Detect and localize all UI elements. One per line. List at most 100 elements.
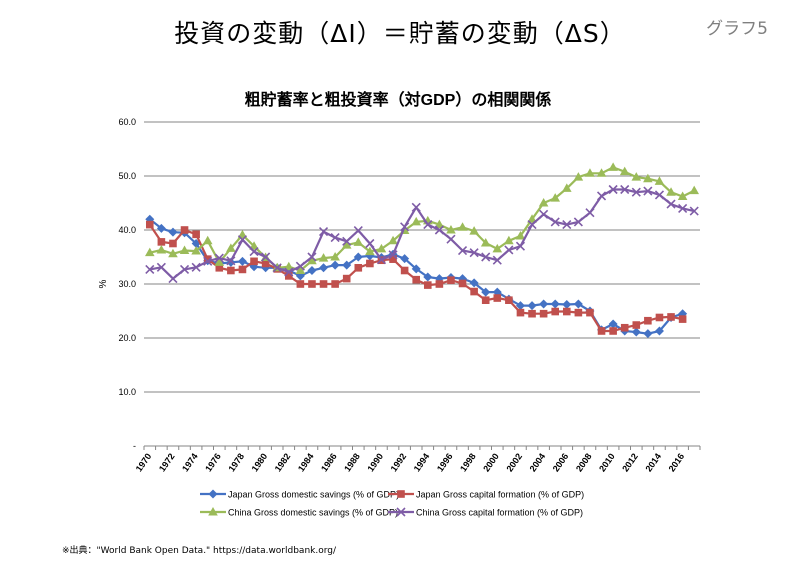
data-point (527, 301, 537, 311)
legend-label: China Gross domestic savings (% of GDP) (228, 508, 398, 518)
y-axis-ticks: - 10.0 20.0 30.0 40.0 50.0 60.0 (118, 117, 136, 451)
data-point (632, 321, 641, 329)
data-point (574, 308, 583, 317)
x-tick-label: 2014 (643, 451, 663, 473)
data-point (400, 266, 409, 275)
y-tick-label: 40.0 (118, 225, 136, 235)
chart-gridlines (144, 121, 700, 393)
legend-label: Japan Gross capital formation (% of GDP) (416, 490, 584, 500)
x-tick-label: 1994 (412, 451, 432, 473)
data-point (631, 187, 641, 197)
data-point (208, 489, 218, 499)
data-point (389, 255, 397, 263)
data-point (457, 222, 468, 231)
data-point (480, 237, 491, 247)
data-point (156, 244, 167, 254)
data-point (249, 241, 259, 250)
data-point (678, 203, 688, 213)
data-point (192, 230, 200, 239)
data-point (550, 217, 560, 227)
data-point (353, 237, 364, 246)
data-point (412, 275, 421, 284)
x-tick-label: 2002 (504, 451, 524, 473)
data-point (261, 259, 270, 268)
data-point (319, 280, 328, 288)
data-point (678, 315, 687, 323)
y-tick-label: - (133, 441, 136, 451)
x-tick-label: 1990 (365, 451, 385, 473)
data-point (144, 247, 155, 257)
data-point (168, 274, 178, 284)
data-point (330, 260, 340, 270)
data-point (504, 235, 514, 245)
data-point (411, 264, 421, 274)
data-point (191, 246, 201, 255)
data-point (504, 245, 514, 255)
data-point (551, 307, 560, 316)
data-point (423, 281, 432, 289)
data-point (458, 279, 467, 288)
data-point (423, 220, 433, 230)
data-point (145, 220, 154, 229)
y-tick-label: 50.0 (118, 171, 136, 181)
data-point (342, 236, 352, 246)
data-point (643, 173, 653, 183)
data-point (596, 168, 607, 177)
data-point (631, 172, 642, 181)
series-2 (145, 220, 687, 335)
x-tick-label: 1980 (250, 451, 270, 473)
data-point (238, 265, 247, 274)
data-point (261, 252, 271, 262)
data-point (527, 220, 537, 230)
data-point (179, 245, 190, 255)
data-point (643, 186, 653, 196)
data-point (516, 308, 525, 317)
data-point (365, 238, 375, 249)
data-point (469, 226, 479, 235)
x-tick-label: 2012 (620, 451, 640, 473)
data-point (214, 257, 225, 266)
legend-label: Japan Gross domestic savings (% of GDP) (228, 490, 399, 500)
data-point (562, 300, 572, 310)
data-point (585, 208, 595, 218)
data-point (180, 226, 189, 234)
data-point (295, 261, 305, 271)
data-point (573, 217, 583, 227)
data-point (353, 252, 363, 262)
data-point (538, 198, 549, 207)
x-tick-label: 2004 (528, 451, 548, 473)
x-tick-label: 1984 (296, 451, 316, 473)
data-point (654, 176, 665, 185)
x-tick-label: 1974 (180, 451, 200, 473)
legend-item: Japan Gross capital formation (% of GDP) (388, 490, 584, 500)
data-point (215, 264, 224, 272)
y-tick-label: 20.0 (118, 333, 136, 343)
data-point (237, 256, 247, 266)
data-point (283, 261, 294, 271)
x-tick-label: 1970 (134, 451, 154, 473)
data-point (250, 257, 258, 266)
data-point (561, 183, 572, 192)
data-point (179, 264, 190, 274)
x-tick-label: 2008 (574, 451, 594, 473)
data-point (342, 260, 352, 270)
data-point (319, 263, 329, 273)
data-point (168, 227, 178, 237)
data-point (191, 262, 201, 272)
data-point (515, 241, 526, 251)
data-point (208, 507, 218, 516)
data-point (331, 280, 339, 288)
data-point (227, 266, 235, 275)
series-4 (145, 184, 699, 284)
data-point (481, 287, 491, 297)
data-point (655, 313, 664, 322)
data-point (202, 235, 213, 245)
data-point (446, 225, 456, 234)
data-point (400, 254, 410, 264)
data-point (157, 238, 166, 246)
x-tick-label: 2000 (481, 451, 501, 473)
data-point (586, 308, 594, 317)
data-point (481, 296, 490, 304)
data-point (469, 248, 479, 258)
data-point (608, 184, 618, 195)
